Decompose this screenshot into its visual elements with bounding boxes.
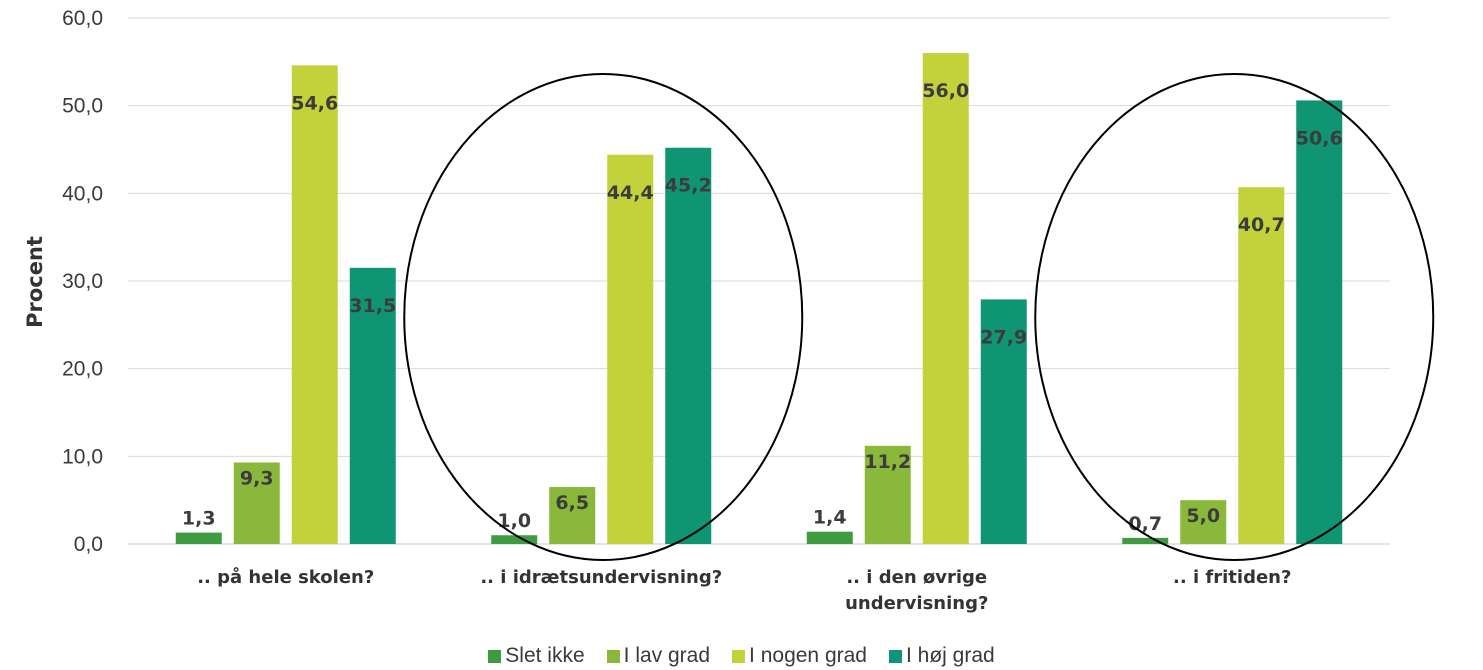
bar xyxy=(922,53,969,545)
legend-swatch xyxy=(606,649,620,663)
data-labels: 1,3 9,3 54,6 31,5 1,0 6,5 44,4 45,2 1,4 11,2 56,0 2… xyxy=(182,80,1343,535)
data-label: 50,6 xyxy=(1296,127,1343,149)
data-label: 56,0 xyxy=(922,80,969,102)
y-axis-ticks: 0,0 10,0 20,0 30,0 40,0 50,0 60,0 xyxy=(62,7,103,556)
bar xyxy=(665,147,712,544)
data-label: 31,5 xyxy=(349,295,396,317)
data-label: 45,2 xyxy=(665,175,712,197)
data-label: 1,0 xyxy=(497,510,531,532)
legend-swatch xyxy=(488,649,502,663)
data-label: 6,5 xyxy=(555,492,589,514)
x-axis-categories: .. på hele skolen? .. i idrætsundervisnin… xyxy=(197,566,1291,614)
data-label: 44,4 xyxy=(607,182,654,204)
x-category-label: .. i fritiden? xyxy=(1173,567,1291,588)
legend-label: I høj grad xyxy=(905,644,995,667)
bar xyxy=(1122,537,1169,544)
bar xyxy=(980,299,1027,544)
bar xyxy=(549,487,596,544)
bar xyxy=(291,65,338,544)
data-label: 1,3 xyxy=(182,508,216,530)
legend-label: Slet ikke xyxy=(505,644,585,667)
legend-item: Slet ikke xyxy=(488,644,585,668)
annotations xyxy=(403,73,1435,561)
legend-item: I nogen grad xyxy=(732,644,867,668)
bar xyxy=(864,445,911,544)
y-tick-label: 0,0 xyxy=(74,533,103,556)
bar xyxy=(806,531,853,544)
legend-item: I lav grad xyxy=(606,644,711,668)
legend: Slet ikke I lav grad I nogen grad I høj gra… xyxy=(0,644,1483,668)
bar xyxy=(491,535,538,544)
legend-swatch xyxy=(732,649,746,663)
data-label: 54,6 xyxy=(291,92,338,114)
ellipse-annotation xyxy=(403,73,804,561)
data-label: 11,2 xyxy=(864,451,911,473)
data-label: 0,7 xyxy=(1128,513,1162,535)
y-tick-label: 60,0 xyxy=(62,7,103,30)
x-category-label: undervisning? xyxy=(845,593,988,614)
gridlines xyxy=(128,17,1390,545)
ellipse-annotation xyxy=(1034,73,1435,561)
bar xyxy=(175,532,222,544)
y-tick-label: 20,0 xyxy=(62,358,103,381)
data-label: 27,9 xyxy=(980,326,1027,348)
x-category-label: .. i den øvrige xyxy=(846,567,987,588)
x-category-label: .. på hele skolen? xyxy=(197,566,374,588)
legend-label: I lav grad xyxy=(623,644,711,667)
y-tick-label: 40,0 xyxy=(62,182,103,205)
data-label: 9,3 xyxy=(240,467,274,489)
bar xyxy=(1296,100,1343,544)
data-label: 5,0 xyxy=(1186,505,1220,527)
bars xyxy=(175,53,1343,545)
y-tick-label: 30,0 xyxy=(62,270,103,293)
y-tick-label: 10,0 xyxy=(62,445,103,468)
data-label: 1,4 xyxy=(813,507,847,529)
x-category-label: .. i idrætsundervisning? xyxy=(480,567,722,588)
bar xyxy=(1238,187,1285,545)
y-tick-label: 50,0 xyxy=(62,95,103,118)
bar xyxy=(607,154,654,544)
bar xyxy=(349,267,396,544)
y-axis-title: Procent xyxy=(23,236,47,328)
legend-label: I nogen grad xyxy=(749,644,867,667)
legend-item: I høj grad xyxy=(888,644,995,668)
legend-swatch xyxy=(888,649,902,663)
data-label: 40,7 xyxy=(1238,214,1285,236)
bar xyxy=(233,462,280,544)
bar xyxy=(1180,500,1227,544)
